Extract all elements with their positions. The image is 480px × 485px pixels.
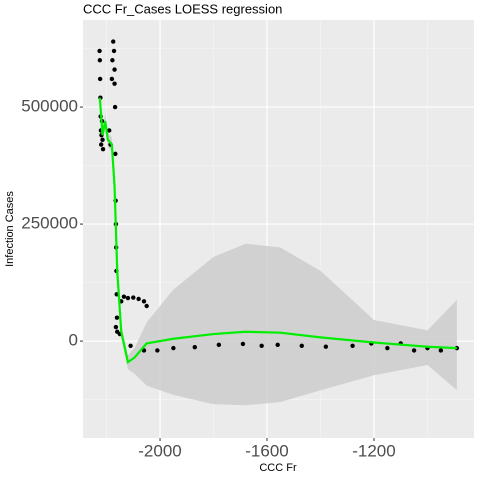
- point: [114, 315, 120, 320]
- point: [107, 128, 112, 133]
- point: [131, 295, 136, 300]
- y-tick-label: 500000: [21, 97, 78, 116]
- point: [240, 341, 246, 347]
- point: [97, 76, 103, 82]
- point: [323, 344, 329, 349]
- point: [350, 343, 355, 348]
- point: [155, 348, 160, 353]
- point: [112, 104, 118, 110]
- point: [171, 345, 176, 351]
- point: [141, 299, 147, 304]
- chart-title: CCC Fr_Cases LOESS regression: [83, 1, 282, 16]
- point: [113, 324, 119, 330]
- point: [109, 76, 115, 82]
- x-axis-title: CCC Fr: [259, 462, 297, 474]
- x-tick-label: -1200: [352, 441, 395, 460]
- point: [216, 342, 222, 348]
- point: [136, 296, 141, 302]
- point: [144, 303, 149, 309]
- x-tick-label: -2000: [138, 441, 181, 460]
- y-tick-label: 0: [69, 331, 78, 350]
- confidence-band: [99, 90, 457, 406]
- x-tick-label: -1600: [245, 441, 288, 460]
- point: [112, 67, 117, 72]
- point: [128, 343, 133, 348]
- point: [100, 146, 106, 152]
- point: [125, 295, 131, 301]
- point: [111, 39, 116, 44]
- point: [97, 58, 103, 63]
- loess-line: [98, 97, 457, 365]
- point: [192, 344, 197, 350]
- y-tick-label: 250000: [21, 214, 78, 233]
- point: [111, 48, 117, 54]
- point: [97, 48, 102, 54]
- point: [110, 58, 115, 63]
- point: [385, 345, 390, 351]
- point: [112, 81, 117, 86]
- point: [411, 348, 417, 353]
- y-axis-title: Infection Cases: [4, 191, 16, 267]
- point: [438, 348, 444, 353]
- point: [113, 151, 118, 157]
- point: [259, 343, 264, 348]
- point: [98, 142, 104, 147]
- point: [121, 294, 127, 299]
- point: [299, 343, 304, 348]
- point: [100, 137, 105, 143]
- point: [275, 342, 280, 348]
